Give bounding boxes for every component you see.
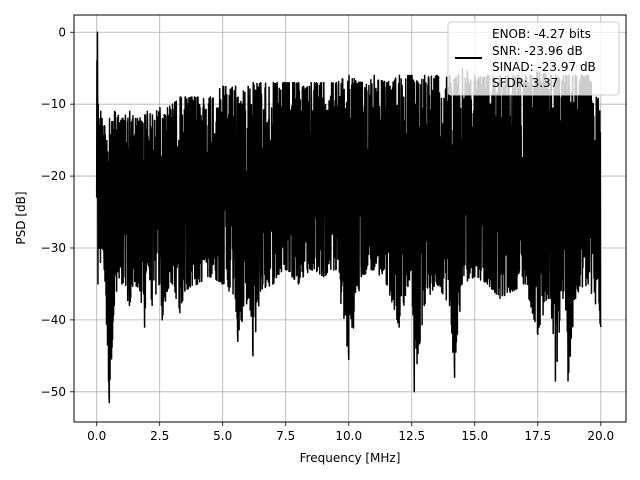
x-tick-label: 15.0 [461, 429, 488, 443]
y-tick-label: −10 [41, 97, 66, 111]
legend-entry-sinad: SINAD: -23.97 dB [492, 60, 596, 74]
y-tick-label: −40 [41, 313, 66, 327]
legend: ENOB: -4.27 bits SNR: -23.96 dB SINAD: -… [447, 21, 620, 96]
x-tick-label: 10.0 [335, 429, 362, 443]
y-axis-ticks: 0 −10 −20 −30 −40 −50 [41, 25, 74, 399]
legend-entry-snr: SNR: -23.96 dB [492, 44, 583, 58]
y-tick-label: 0 [58, 25, 66, 39]
legend-entry-sfdr: SFDR: 3.37 [492, 76, 558, 90]
y-tick-label: −30 [41, 241, 66, 255]
plot-frame [73, 14, 627, 423]
x-tick-label: 7.5 [276, 429, 295, 443]
y-tick-label: −50 [41, 385, 66, 399]
x-axis-label: Frequency [MHz] [300, 451, 401, 465]
y-axis-label: PSD [dB] [14, 191, 28, 244]
psd-series-line [95, 31, 602, 404]
psd-trace [95, 31, 602, 404]
x-tick-label: 17.5 [524, 429, 551, 443]
x-tick-label: 5.0 [213, 429, 232, 443]
legend-entry-enob: ENOB: -4.27 bits [492, 27, 591, 41]
x-axis-ticks: 0.0 2.5 5.0 7.5 10.0 12.5 15.0 17.5 20.0 [87, 422, 614, 443]
legend-box [447, 21, 620, 96]
x-tick-label: 2.5 [150, 429, 169, 443]
y-tick-label: −20 [41, 169, 66, 183]
x-tick-label: 12.5 [398, 429, 425, 443]
x-tick-label: 20.0 [587, 429, 614, 443]
x-tick-label: 0.0 [87, 429, 106, 443]
